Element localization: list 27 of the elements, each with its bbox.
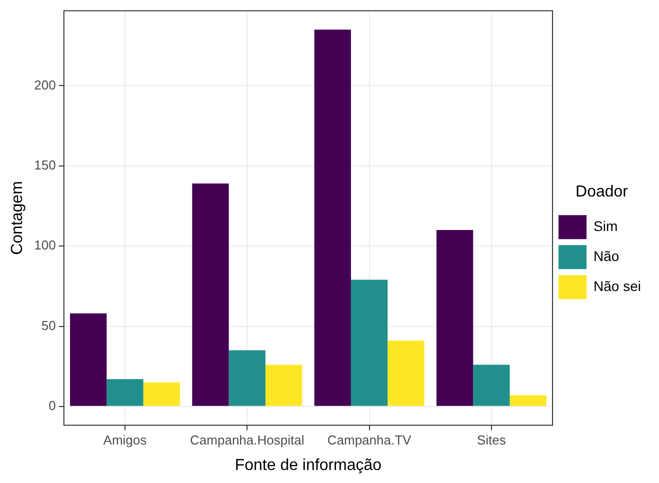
x-axis-title: Fonte de informação bbox=[234, 456, 382, 474]
x-tick-label: Sites bbox=[477, 432, 506, 448]
x-tick-label: Campanha.Hospital bbox=[190, 432, 304, 448]
legend-title: Doador bbox=[576, 183, 629, 200]
x-tick-label: Amigos bbox=[103, 432, 148, 448]
bar bbox=[228, 350, 266, 406]
bar bbox=[70, 313, 107, 406]
bar bbox=[388, 340, 424, 406]
bar bbox=[510, 395, 546, 406]
bar bbox=[265, 364, 302, 406]
legend-label: Sim bbox=[594, 218, 618, 234]
bar bbox=[192, 184, 229, 406]
y-tick-label: 200 bbox=[34, 77, 56, 92]
y-tick-label: 100 bbox=[34, 238, 56, 253]
bar bbox=[473, 364, 510, 406]
y-axis-title: Contagem bbox=[9, 181, 26, 255]
y-tick-label: 50 bbox=[41, 318, 56, 333]
bar bbox=[436, 230, 474, 406]
bar bbox=[143, 382, 180, 406]
bar bbox=[106, 379, 144, 406]
y-tick-label: 150 bbox=[34, 157, 56, 172]
bar bbox=[350, 280, 388, 406]
x-tick-label: Campanha.TV bbox=[327, 432, 412, 448]
legend-label: Não bbox=[594, 248, 620, 264]
y-tick-label: 0 bbox=[48, 398, 56, 414]
bar bbox=[314, 30, 351, 406]
legend-label: Não sei bbox=[594, 278, 641, 294]
